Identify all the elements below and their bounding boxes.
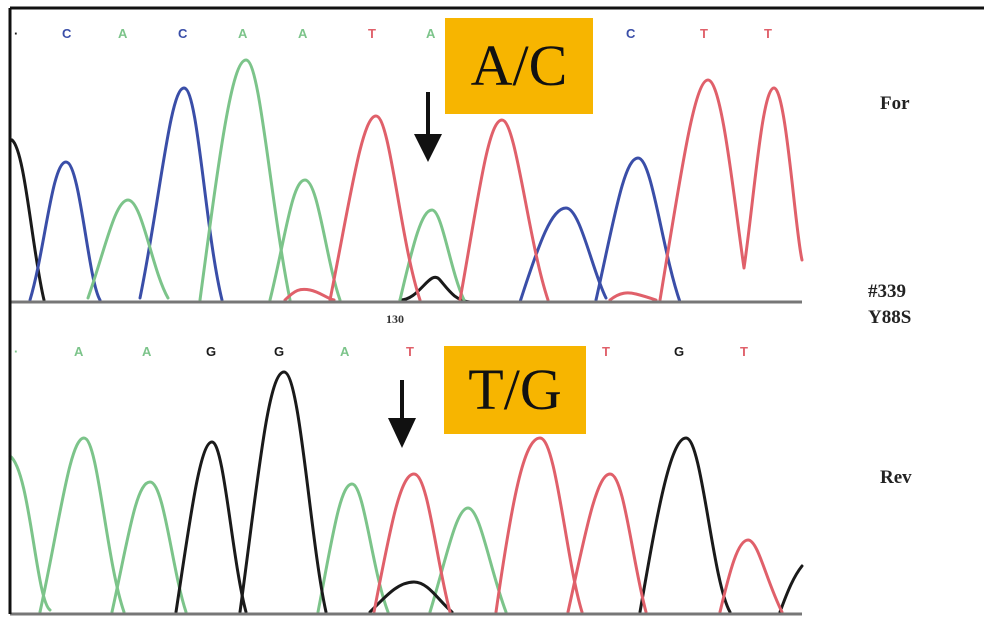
- forward-base: A: [118, 26, 128, 41]
- reverse-trace-t: [372, 472, 452, 614]
- forward-base-calls: · C A C A A T A C T T: [14, 26, 772, 41]
- forward-base: A: [426, 26, 436, 41]
- forward-base: A: [238, 26, 248, 41]
- reverse-base: A: [340, 344, 350, 359]
- forward-base: T: [700, 26, 708, 41]
- reverse-trace-g: [174, 440, 248, 614]
- reverse-base: A: [142, 344, 152, 359]
- forward-arrow-icon: [414, 92, 442, 162]
- reverse-base: A: [74, 344, 84, 359]
- forward-base: C: [626, 26, 636, 41]
- forward-trace-g: [10, 138, 46, 302]
- svg-text:·: ·: [14, 26, 18, 41]
- reverse-base: T: [740, 344, 748, 359]
- reverse-base: G: [206, 344, 216, 359]
- svg-text:·: ·: [14, 344, 18, 359]
- forward-traces: [10, 58, 804, 304]
- variant-name: Y88S: [868, 307, 912, 328]
- forward-base: A: [298, 26, 308, 41]
- forward-base: T: [764, 26, 772, 41]
- reverse-base: G: [674, 344, 684, 359]
- position-number: 130: [386, 312, 404, 326]
- reverse-base: T: [602, 344, 610, 359]
- reverse-base: T: [406, 344, 414, 359]
- reverse-base-calls: · A A G G A T T G T: [14, 344, 748, 359]
- reverse-base: G: [274, 344, 284, 359]
- reverse-arrow-icon: [388, 380, 416, 448]
- reverse-label: Rev: [880, 467, 912, 488]
- forward-trace-t: [328, 114, 422, 302]
- reverse-trace-a: [8, 454, 52, 612]
- forward-allele-call: A/C: [445, 18, 593, 114]
- reverse-traces: [8, 370, 804, 614]
- forward-trace-a: [86, 198, 170, 300]
- forward-label: For: [880, 93, 910, 114]
- forward-base: C: [178, 26, 188, 41]
- reverse-allele-call: T/G: [444, 346, 586, 434]
- forward-trace-c: [28, 160, 102, 302]
- forward-base: T: [368, 26, 376, 41]
- forward-base: C: [62, 26, 72, 41]
- sample-id: #339: [868, 281, 906, 302]
